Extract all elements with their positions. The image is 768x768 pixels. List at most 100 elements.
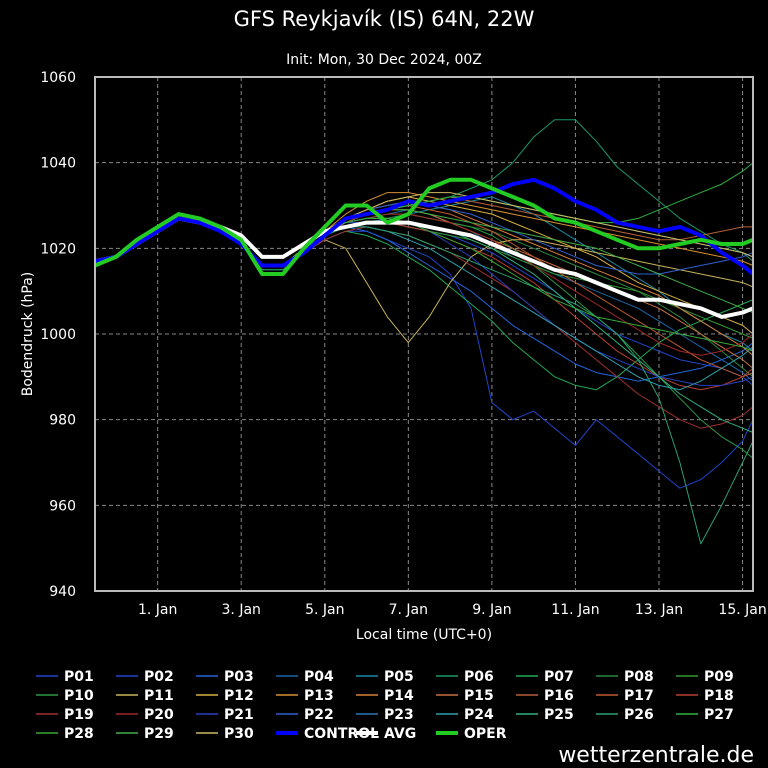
legend-item-p19: P19 <box>36 707 94 723</box>
legend-item-p08: P08 <box>596 669 654 685</box>
x-tick-label: 13. Jan <box>635 602 683 618</box>
legend-label: P29 <box>144 726 174 742</box>
y-tick-label: 1060 <box>40 70 76 86</box>
legend-label: P12 <box>224 688 254 704</box>
legend-item-p24: P24 <box>436 707 494 723</box>
legend-item-p25: P25 <box>516 707 574 723</box>
legend-item-p26: P26 <box>596 707 654 723</box>
legend-label: P08 <box>624 669 654 685</box>
legend: P01 P02 P03 P04 P05 P06 P07 P08 P09 P10 P11 P12 P13 P… <box>36 669 734 742</box>
chart-subtitle: Init: Mon, 30 Dec 2024, 00Z <box>286 52 482 68</box>
legend-label: P19 <box>64 707 94 723</box>
series-line-avg <box>94 216 754 319</box>
x-tick-label: 15. Jan <box>718 602 766 618</box>
legend-item-p30: P30 <box>196 726 254 742</box>
legend-label: P06 <box>464 669 494 685</box>
legend-label: P02 <box>144 669 174 685</box>
series-line-p25 <box>94 217 754 433</box>
series-line-p24 <box>94 217 754 391</box>
series-line-p11 <box>94 217 754 344</box>
y-tick-label: 940 <box>49 584 76 600</box>
y-tick-label: 1000 <box>40 327 76 343</box>
legend-label: P25 <box>544 707 574 723</box>
x-tick-label: 1. Jan <box>138 602 177 618</box>
legend-item-p04: P04 <box>276 669 334 685</box>
legend-item-control: CONTROL <box>276 726 379 742</box>
legend-label: P14 <box>384 688 414 704</box>
legend-label: P20 <box>144 707 174 723</box>
legend-item-p15: P15 <box>436 688 494 704</box>
legend-item-p13: P13 <box>276 688 334 704</box>
series-line-control <box>94 177 755 276</box>
series-line-p10 <box>94 213 754 459</box>
legend-label: P17 <box>624 688 654 704</box>
legend-item-p11: P11 <box>116 688 174 704</box>
legend-label: P11 <box>144 688 174 704</box>
series-line-oper <box>94 177 754 276</box>
x-tick-label: 5. Jan <box>305 602 344 618</box>
x-tick-label: 11. Jan <box>551 602 599 618</box>
y-tick-label: 1040 <box>40 156 76 172</box>
x-tick-label: 3. Jan <box>222 602 261 618</box>
legend-label: P21 <box>224 707 254 723</box>
legend-label: CONTROL <box>304 726 379 742</box>
legend-item-p16: P16 <box>516 688 574 704</box>
grid <box>95 77 753 591</box>
legend-item-p02: P02 <box>116 669 174 685</box>
series-line-p07 <box>94 217 754 391</box>
legend-label: P30 <box>224 726 254 742</box>
legend-label: P24 <box>464 707 494 723</box>
legend-item-p27: P27 <box>676 707 734 723</box>
legend-label: P28 <box>64 726 94 742</box>
watermark: wetterzentrale.de <box>558 743 754 768</box>
legend-label: AVG <box>384 726 416 742</box>
x-tick-label: 7. Jan <box>389 602 428 618</box>
x-tick-label: 9. Jan <box>472 602 511 618</box>
legend-item-p01: P01 <box>36 669 94 685</box>
axis-ticks: 940 960 980 1000 1020 1040 1060 1. Jan 3. Jan 5. … <box>40 70 766 618</box>
series-line-p09 <box>94 217 754 339</box>
legend-label: P27 <box>704 707 734 723</box>
x-axis-label: Local time (UTC+0) <box>356 627 492 643</box>
legend-label: P05 <box>384 669 414 685</box>
legend-item-p07: P07 <box>516 669 574 685</box>
legend-label: P10 <box>64 688 94 704</box>
series-line-p01 <box>94 217 754 489</box>
legend-item-p05: P05 <box>356 669 414 685</box>
legend-item-p10: P10 <box>36 688 94 704</box>
legend-label: P09 <box>704 669 734 685</box>
legend-label: P15 <box>464 688 494 704</box>
legend-label: P23 <box>384 707 414 723</box>
plot-frame <box>94 76 754 592</box>
legend-item-p14: P14 <box>356 688 414 704</box>
legend-item-p03: P03 <box>196 669 254 685</box>
legend-label: P04 <box>304 669 334 685</box>
legend-label: P18 <box>704 688 734 704</box>
legend-label: P26 <box>624 707 654 723</box>
legend-item-oper: OPER <box>436 726 507 742</box>
legend-label: P01 <box>64 669 94 685</box>
legend-item-avg: AVG <box>356 726 416 742</box>
legend-item-p23: P23 <box>356 707 414 723</box>
legend-item-p22: P22 <box>276 707 334 723</box>
legend-label: P03 <box>224 669 254 685</box>
y-axis-label: Bodendruck (hPa) <box>20 272 36 397</box>
legend-item-p20: P20 <box>116 707 174 723</box>
legend-item-p28: P28 <box>36 726 94 742</box>
series-line-p18 <box>94 217 754 391</box>
y-tick-label: 980 <box>49 413 76 429</box>
series-line-p04 <box>94 209 754 382</box>
legend-label: P22 <box>304 707 334 723</box>
legend-item-p12: P12 <box>196 688 254 704</box>
chart-title: GFS Reykjavík (IS) 64N, 22W <box>234 7 535 31</box>
legend-label: P13 <box>304 688 334 704</box>
y-tick-label: 960 <box>49 498 76 514</box>
legend-label: P16 <box>544 688 574 704</box>
legend-item-p21: P21 <box>196 707 254 723</box>
legend-label: OPER <box>464 726 507 742</box>
legend-item-p06: P06 <box>436 669 494 685</box>
series-line-p26 <box>94 217 754 545</box>
legend-item-p18: P18 <box>676 688 734 704</box>
series-lines <box>94 119 755 545</box>
